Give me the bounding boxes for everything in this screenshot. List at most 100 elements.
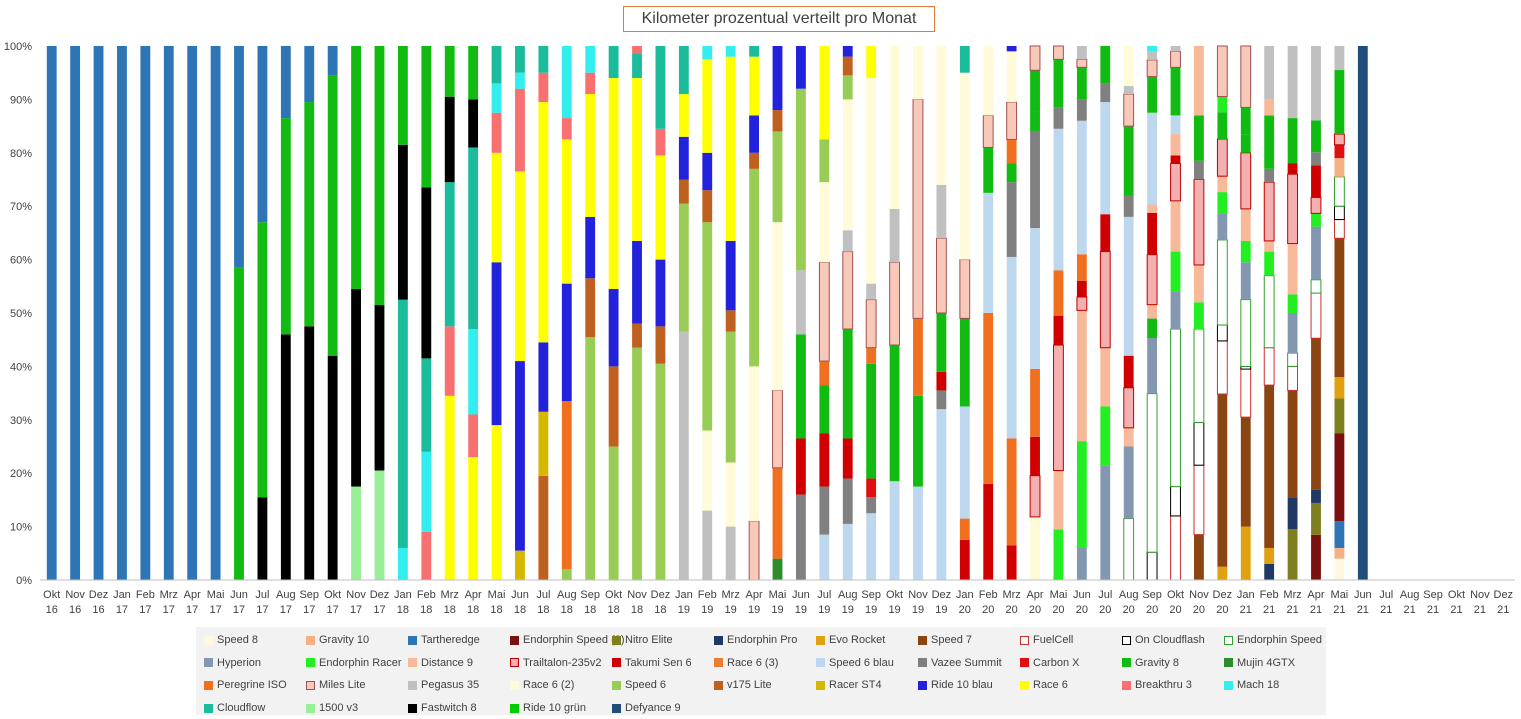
bar-segment — [491, 262, 502, 426]
x-tick-month: Sep — [1423, 589, 1443, 601]
legend-swatch — [1122, 635, 1131, 645]
bar-segment — [515, 72, 525, 89]
legend-item: Endorphin Racer — [306, 652, 408, 675]
bar-segment — [678, 179, 689, 204]
bar-segment — [1006, 256, 1017, 439]
bar-segment — [819, 139, 830, 183]
bar-segment — [1287, 294, 1298, 313]
legend-item: Cloudflow — [204, 697, 306, 719]
bar-segment — [772, 110, 783, 132]
legend-swatch — [714, 680, 723, 690]
x-tick-year: 19 — [748, 604, 760, 616]
legend-label: On Cloudflash — [1135, 634, 1205, 647]
bar-segment — [1170, 291, 1181, 330]
bar-segment — [725, 56, 736, 241]
legend-swatch — [408, 635, 417, 645]
x-tick-year: 18 — [444, 604, 456, 616]
bar-segment — [678, 94, 689, 137]
legend-item: Endorphin Speed — [1224, 629, 1326, 652]
bar-segment — [93, 46, 104, 580]
x-tick-year: 18 — [397, 604, 409, 616]
bar-segment — [1311, 534, 1321, 580]
legend-label: Miles Lite — [319, 679, 366, 692]
x-tick-month: Aug — [1400, 589, 1420, 601]
x-tick-year: 19 — [842, 604, 854, 616]
bar-segment — [1123, 387, 1135, 429]
bar-segment — [725, 331, 736, 463]
y-tick-label: 40% — [10, 361, 32, 373]
x-tick-month: Feb — [417, 589, 436, 601]
x-tick-year: 19 — [912, 604, 924, 616]
bar-segment — [1287, 352, 1298, 367]
legend-item: Racer ST4 — [816, 674, 918, 697]
legend-label: Endorphin Pro — [727, 634, 798, 647]
legend-swatch — [408, 658, 417, 668]
legend-item: Speed 6 blau — [816, 652, 918, 675]
legend-label: Speed 6 — [625, 679, 666, 692]
bar-segment — [842, 251, 854, 330]
x-tick-month: Mai — [207, 589, 225, 601]
bar-segment — [421, 531, 432, 580]
bar-segment — [866, 497, 877, 514]
bar-segment — [1334, 433, 1345, 522]
bar-segment — [936, 46, 947, 185]
bar-segment — [1053, 270, 1064, 316]
bar-segment — [491, 425, 502, 580]
y-tick-label: 30% — [10, 415, 32, 427]
legend-label: Nitro Elite — [625, 634, 673, 647]
bar-segment — [1147, 46, 1158, 52]
bar-segment — [1030, 111, 1040, 131]
bar-segment — [444, 46, 455, 97]
bar-segment — [983, 483, 994, 580]
bar-segment — [936, 409, 947, 580]
legend-label: v175 Lite — [727, 679, 772, 692]
bar-segment — [515, 550, 525, 580]
bar-segment — [1310, 292, 1322, 339]
legend-label: Tartheredge — [421, 634, 480, 647]
legend-swatch — [816, 658, 825, 668]
bar-segment — [234, 267, 244, 580]
bar-segment — [655, 46, 666, 129]
bar-segment — [842, 523, 853, 580]
x-tick-year: 20 — [1123, 604, 1135, 616]
legend-label: Speed 8 — [217, 634, 258, 647]
bar-segment — [468, 147, 479, 330]
x-tick-year: 19 — [795, 604, 807, 616]
bar-segment — [842, 56, 853, 76]
bar-segment — [725, 240, 736, 311]
x-tick-month: Aug — [276, 589, 296, 601]
bar-segment — [655, 155, 666, 260]
bar-segment — [1076, 547, 1087, 580]
bar-segment — [1053, 315, 1064, 346]
bar-segment — [1311, 152, 1321, 166]
x-tick-month: Okt — [1448, 589, 1465, 601]
bar-segment — [1334, 547, 1345, 559]
legend-item: Tartheredge — [408, 629, 510, 652]
bar-segment — [1287, 365, 1298, 391]
bar-segment — [1311, 226, 1321, 280]
bar-segment — [1193, 328, 1205, 423]
legend-item: Mach 18 — [1224, 674, 1326, 697]
bar-segment — [304, 46, 315, 103]
legend-label: Cloudflow — [217, 702, 266, 715]
bar-segment — [1123, 355, 1134, 388]
bar-segment — [1287, 46, 1298, 119]
x-tick-year: 21 — [1427, 604, 1439, 616]
x-tick-year: 18 — [467, 604, 479, 616]
bar-segment — [374, 470, 385, 580]
legend-swatch — [1020, 658, 1029, 668]
bar-segment — [842, 329, 853, 439]
bar-segment — [468, 414, 479, 458]
bar-segment — [749, 115, 760, 153]
bar-segment — [983, 313, 994, 484]
bar-segment — [1123, 126, 1134, 196]
legend-swatch — [1122, 658, 1131, 668]
legend-item: Miles Lite — [306, 674, 408, 697]
x-tick-year: 17 — [280, 604, 292, 616]
bar-segment — [1170, 67, 1181, 116]
y-tick-label: 50% — [10, 308, 32, 320]
bar-segment — [1100, 102, 1111, 215]
bar-segment — [959, 259, 971, 319]
bar-segment — [515, 361, 525, 551]
x-tick-month: Feb — [136, 589, 155, 601]
